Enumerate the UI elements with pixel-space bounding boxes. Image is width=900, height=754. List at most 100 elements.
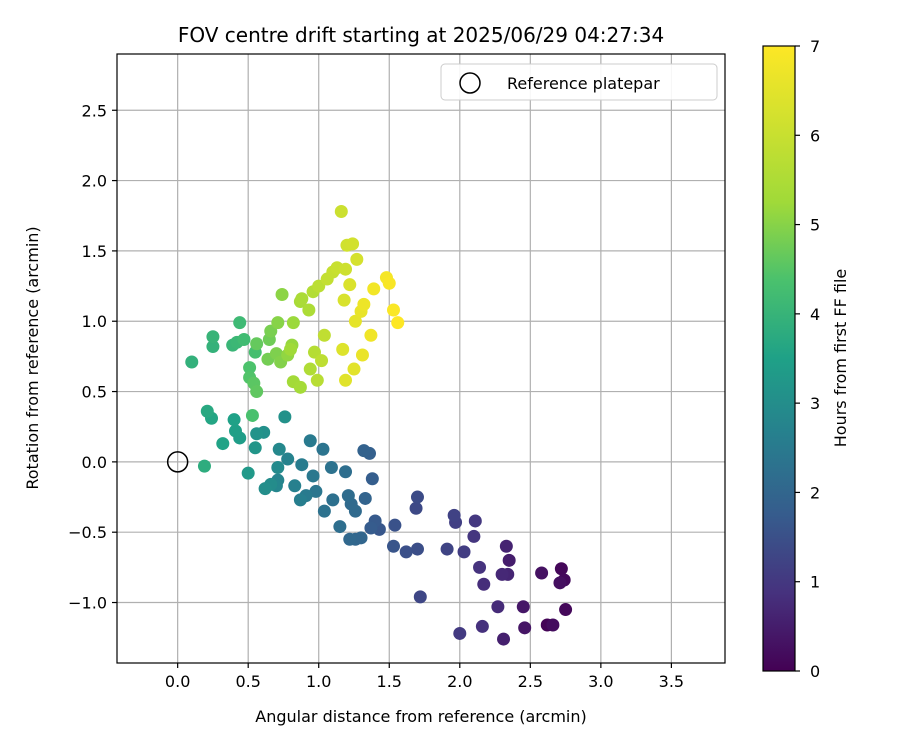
data-point xyxy=(237,333,251,347)
x-tick-label: 2.5 xyxy=(518,672,543,691)
plot-area xyxy=(117,54,725,663)
y-axis-ticks: −1.0 −0.5 0.0 0.5 1.0 1.5 2.0 2.5 xyxy=(68,101,117,613)
data-point xyxy=(518,621,532,635)
data-point xyxy=(364,521,378,535)
colorbar-tick-label: 3 xyxy=(810,394,820,413)
data-point xyxy=(468,514,482,528)
data-point xyxy=(324,461,338,475)
data-point xyxy=(388,518,402,532)
data-point xyxy=(440,542,454,556)
reference-marker xyxy=(166,451,189,473)
colorbar-gradient xyxy=(763,46,795,671)
data-point xyxy=(346,237,360,251)
x-tick-label: 3.0 xyxy=(588,672,613,691)
data-point xyxy=(315,354,329,368)
colorbar-tick-label: 7 xyxy=(810,37,820,56)
data-point xyxy=(216,437,230,451)
data-point xyxy=(348,314,362,328)
data-point xyxy=(281,452,295,466)
data-point xyxy=(410,490,424,504)
colorbar-label: Hours from first FF file xyxy=(831,269,850,448)
data-point xyxy=(410,542,424,556)
data-point xyxy=(250,427,264,441)
data-point xyxy=(333,520,347,534)
legend-entry-reference: Reference platepar xyxy=(507,74,660,93)
data-point xyxy=(286,316,300,330)
y-tick-label: 2.5 xyxy=(82,101,107,120)
data-point xyxy=(206,330,220,344)
legend-box xyxy=(440,63,718,101)
data-point xyxy=(271,316,285,330)
data-point xyxy=(309,484,323,498)
data-point xyxy=(475,619,489,633)
data-point xyxy=(382,276,396,290)
colorbar: 0 1 2 3 4 5 6 7 Hours from first FF file xyxy=(762,37,850,681)
data-point xyxy=(334,205,348,219)
x-tick-label: 0.0 xyxy=(165,672,190,691)
data-point xyxy=(386,303,400,317)
legend: Reference platepar xyxy=(440,63,718,101)
data-point xyxy=(467,529,481,543)
data-point xyxy=(245,408,259,422)
data-point xyxy=(391,316,405,330)
data-point xyxy=(295,292,309,306)
data-point xyxy=(200,404,214,418)
data-point xyxy=(347,362,361,376)
x-tick-label: 2.0 xyxy=(447,672,472,691)
x-tick-label: 0.5 xyxy=(235,672,260,691)
data-point xyxy=(343,278,357,292)
y-tick-label: 1.5 xyxy=(82,242,107,261)
data-point xyxy=(317,328,331,342)
data-point xyxy=(310,373,324,387)
data-point xyxy=(343,532,357,546)
colorbar-tick-label: 6 xyxy=(810,126,820,145)
plot-frame xyxy=(116,53,726,664)
data-point xyxy=(284,342,298,356)
data-point xyxy=(357,444,371,458)
legend-marker xyxy=(459,72,481,94)
data-point xyxy=(248,441,262,455)
x-axis-label: Angular distance from reference (arcmin) xyxy=(255,707,586,726)
data-point xyxy=(365,472,379,486)
data-point xyxy=(288,479,302,493)
data-point xyxy=(502,553,516,567)
data-point xyxy=(447,508,461,522)
data-point xyxy=(317,504,331,518)
data-point xyxy=(336,342,350,356)
colorbar-frame xyxy=(762,45,796,672)
y-tick-label: 1.0 xyxy=(82,312,107,331)
y-tick-label: 0.0 xyxy=(82,453,107,472)
y-tick-label: −0.5 xyxy=(68,523,107,542)
grid xyxy=(117,54,725,663)
data-point xyxy=(495,567,509,581)
data-point xyxy=(559,603,573,617)
data-point xyxy=(337,293,351,307)
colorbar-tick-label: 5 xyxy=(810,216,820,235)
data-point xyxy=(197,459,211,473)
colorbar-tick-label: 4 xyxy=(810,305,820,324)
x-tick-label: 1.5 xyxy=(377,672,402,691)
data-point xyxy=(357,297,371,311)
data-point xyxy=(358,491,372,505)
data-point xyxy=(206,340,220,354)
data-point xyxy=(295,458,309,472)
data-point xyxy=(250,337,264,351)
data-point xyxy=(477,577,491,591)
data-point xyxy=(258,482,272,496)
y-tick-label: −1.0 xyxy=(68,594,107,613)
data-point xyxy=(326,493,340,507)
data-point xyxy=(275,288,289,302)
data-point xyxy=(364,328,378,342)
data-point xyxy=(316,442,330,456)
chart-title: FOV centre drift starting at 2025/06/29 … xyxy=(178,23,664,47)
data-point xyxy=(516,600,530,614)
colorbar-tick-label: 0 xyxy=(810,662,820,681)
data-point xyxy=(554,562,568,576)
y-axis-label: Rotation from reference (arcmin) xyxy=(23,226,42,489)
x-axis-ticks: 0.0 0.5 1.0 1.5 2.0 2.5 3.0 3.5 xyxy=(165,663,684,691)
data-point xyxy=(499,539,513,553)
data-point xyxy=(341,489,355,503)
data-point xyxy=(241,466,255,480)
